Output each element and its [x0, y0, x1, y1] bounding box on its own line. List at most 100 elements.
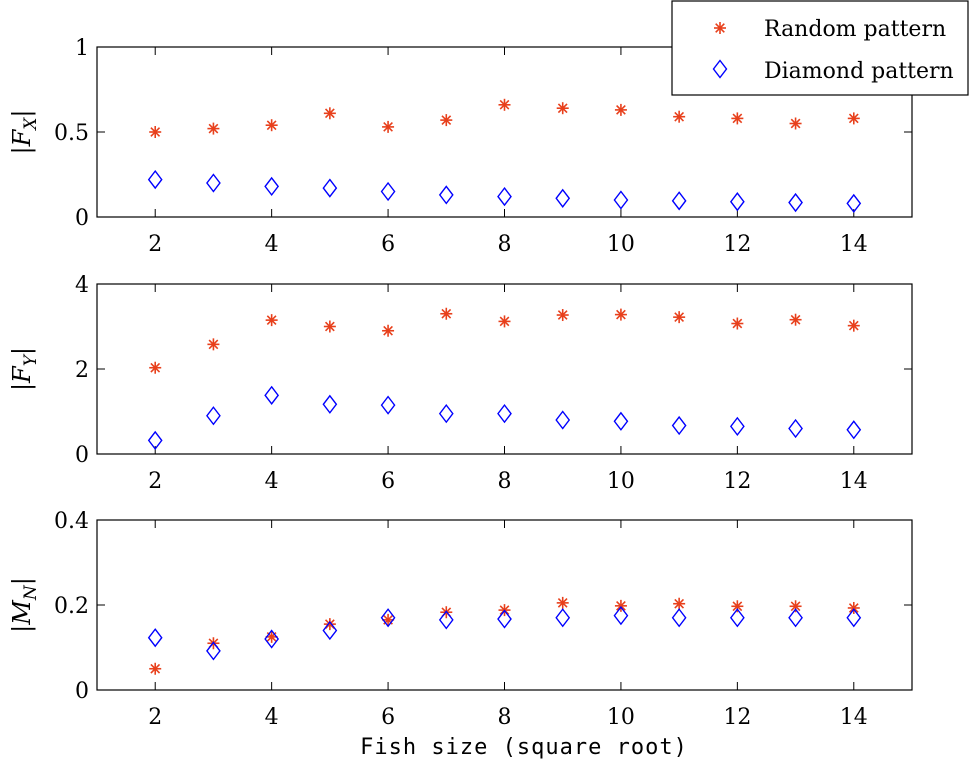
- asterisk-point: [789, 600, 802, 613]
- x-tick-label: 8: [498, 232, 512, 257]
- y-axis-label-sub: Y: [21, 353, 41, 366]
- diamond-point: [322, 394, 338, 414]
- subplot-1: 2 4 6 8 10 12 14 0 0.5 1 |FX|: [8, 36, 913, 257]
- series-random: [149, 307, 860, 374]
- legend-asterisk-marker: [714, 22, 726, 34]
- y-tick-label: 1: [75, 36, 89, 61]
- series-diamond: [147, 169, 862, 214]
- x-tick-label: 12: [723, 232, 751, 257]
- x-tick-label: 14: [840, 232, 868, 257]
- diamond-point: [846, 193, 862, 214]
- asterisk-point: [149, 126, 162, 138]
- series-random: [149, 98, 860, 138]
- asterisk-point: [731, 600, 744, 613]
- x-tick-label: 4: [265, 469, 279, 494]
- diamond-point: [380, 395, 396, 415]
- x-tick-label: 14: [840, 705, 868, 730]
- asterisk-point: [498, 98, 511, 111]
- x-tick-label: 4: [265, 232, 279, 257]
- y-axis-label-sub: N: [21, 584, 41, 601]
- x-tick-label: 2: [148, 469, 162, 494]
- legend-entry-diamond: Diamond pattern: [712, 59, 954, 84]
- x-tick-label: 10: [607, 705, 635, 730]
- x-tick-label: 6: [381, 705, 395, 730]
- x-tick-label: 4: [265, 705, 279, 730]
- x-tick-label: 10: [607, 469, 635, 494]
- y-axis-label-close: |: [8, 110, 37, 118]
- diamond-point: [147, 628, 163, 648]
- diamond-point: [264, 176, 280, 197]
- diamond-point: [846, 608, 862, 628]
- asterisk-point: [382, 324, 395, 337]
- x-tick-label: 10: [607, 232, 635, 257]
- diamond-point: [846, 420, 862, 440]
- diamond-point: [438, 185, 454, 205]
- diamond-point: [788, 418, 803, 439]
- y-tick-label: 0.5: [54, 121, 89, 146]
- diamond-point: [555, 188, 571, 208]
- diamond-point: [206, 641, 221, 661]
- asterisk-point: [556, 596, 569, 609]
- series-random: [149, 596, 860, 675]
- x-axis-label: Fish size (square root): [360, 735, 688, 760]
- asterisk-point: [265, 314, 278, 327]
- legend-entry-random: Random pattern: [714, 17, 946, 42]
- y-axis-label: |FY|: [8, 347, 41, 391]
- diamond-point: [613, 605, 629, 626]
- diamond-point: [264, 385, 280, 406]
- y-axis-label-close: |: [8, 577, 37, 585]
- asterisk-point: [556, 102, 569, 115]
- series-diamond: [147, 605, 862, 661]
- y-axis-label-main: |F: [8, 128, 37, 154]
- x-tick-label: 2: [148, 232, 162, 257]
- diamond-point: [380, 181, 396, 202]
- diamond-point: [729, 192, 745, 212]
- y-tick-label: 0.2: [54, 594, 89, 619]
- diamond-point: [671, 608, 687, 628]
- asterisk-point: [149, 662, 162, 675]
- diamond-point: [497, 403, 512, 424]
- diamond-point: [671, 191, 687, 211]
- x-tick-label: 12: [723, 469, 751, 494]
- asterisk-point: [323, 320, 336, 333]
- legend-box: [671, 0, 969, 96]
- x-tick-label: 12: [723, 705, 751, 730]
- asterisk-point: [382, 120, 395, 133]
- asterisk-point: [789, 313, 802, 326]
- y-axis-label-close: |: [8, 347, 37, 355]
- asterisk-point: [323, 618, 336, 631]
- subplot-2: 2 4 6 8 10 12 14 0 2 4 |FY|: [8, 273, 913, 494]
- asterisk-point: [847, 319, 860, 332]
- asterisk-point: [440, 307, 453, 320]
- diamond-point: [322, 178, 338, 198]
- asterisk-point: [614, 103, 627, 116]
- asterisk-point: [207, 338, 220, 351]
- subplot-3: 2 4 6 8 10 12 14 0 0.2 0.4 |MN|: [8, 509, 913, 730]
- y-tick-label: 2: [75, 358, 89, 383]
- y-tick-label: 0: [75, 206, 89, 231]
- asterisk-point: [731, 317, 744, 330]
- diamond-point: [788, 192, 803, 213]
- diamond-point: [788, 608, 803, 628]
- diamond-point: [729, 608, 745, 628]
- x-tick-label: 14: [840, 469, 868, 494]
- y-tick-label: 4: [75, 273, 89, 298]
- y-tick-label: 0: [75, 679, 89, 704]
- x-tick-label: 8: [498, 705, 512, 730]
- legend: Random pattern Diamond pattern: [671, 0, 969, 96]
- diamond-point: [322, 620, 338, 641]
- y-axis-label: |FX|: [8, 110, 41, 155]
- diamond-point: [380, 608, 396, 628]
- diamond-point: [555, 410, 571, 430]
- y-axis-label-main: |F: [8, 365, 37, 391]
- series-diamond: [147, 385, 862, 451]
- asterisk-point: [673, 311, 686, 324]
- y-tick-label: 0.4: [54, 509, 89, 534]
- y-tick-label: 0: [75, 443, 89, 468]
- asterisk-point: [207, 122, 220, 135]
- asterisk-point: [149, 361, 162, 374]
- x-tick-label: 8: [498, 469, 512, 494]
- diamond-point: [613, 411, 629, 431]
- asterisk-point: [440, 114, 453, 127]
- asterisk-point: [789, 117, 802, 130]
